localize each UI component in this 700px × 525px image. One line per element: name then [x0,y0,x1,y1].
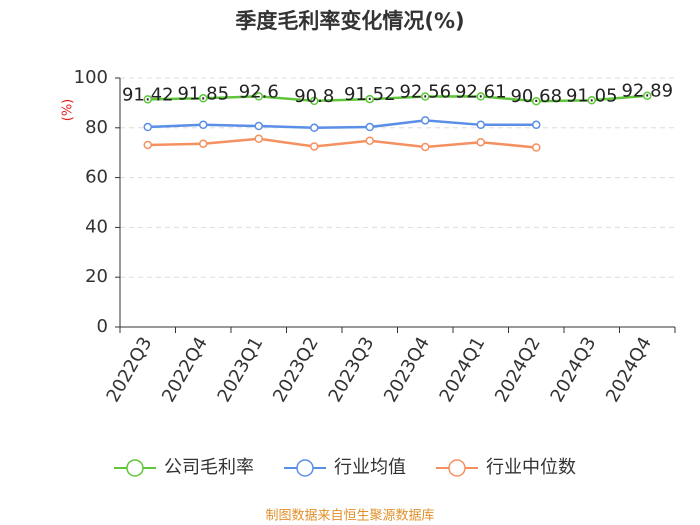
data-label: 90.68 [510,86,562,107]
data-point [365,136,374,145]
data-point [310,142,319,151]
data-label: 91.52 [344,84,396,105]
data-point [199,120,208,130]
x-tick-label: 2023Q1 [214,334,268,406]
x-tick-label: 2024Q2 [491,334,545,406]
data-label: 91.05 [566,85,618,106]
x-tick-label: 2023Q4 [380,334,434,406]
data-point [199,94,208,103]
y-tick-label: 0 [97,316,108,337]
data-label: 92.89 [621,81,673,102]
legend-marker [296,459,314,477]
legend-marker [448,459,466,477]
y-tick-label: 80 [85,117,108,138]
y-tick-label: 20 [85,266,108,287]
y-tick-label: 100 [74,67,108,88]
x-tick-label: 2022Q3 [103,334,157,406]
data-point [421,92,430,101]
data-point [643,91,652,100]
data-point [143,95,152,104]
data-point [532,96,541,106]
data-point [310,123,319,133]
legend-label: 行业均值 [334,457,406,478]
data-point [310,96,319,106]
data-point [254,92,263,101]
x-tick-label: 2023Q2 [269,334,323,406]
data-point [143,122,152,132]
data-label: 92.6 [239,81,279,102]
x-tick-label: 2024Q3 [547,334,601,406]
data-point [143,140,152,150]
data-point [254,121,263,131]
data-point [476,137,485,147]
y-axis-label: (%) [61,99,76,122]
data-point [421,142,430,152]
data-point [476,92,485,101]
legend-marker [126,459,144,477]
y-tick-label: 60 [85,167,108,188]
data-point [254,134,263,144]
data-point [476,120,485,130]
y-tick-label: 40 [85,216,108,237]
data-point [421,116,430,125]
legend-label: 行业中位数 [486,457,576,478]
x-tick-label: 2024Q4 [602,334,656,406]
data-point [365,94,374,104]
legend-label: 公司毛利率 [164,457,254,478]
x-tick-label: 2022Q4 [158,334,212,406]
data-point [199,139,208,148]
data-label: 91.85 [177,83,229,104]
source-note: 制图数据来自恒生聚源数据库 [265,508,434,524]
data-label: 92.61 [455,81,507,102]
data-point [532,143,541,152]
data-point [365,122,374,132]
data-point [587,96,596,105]
series-line [147,137,537,149]
chart-title: 季度毛利率变化情况(%) [235,9,464,33]
data-point [532,120,541,130]
data-label: 90.8 [294,86,334,107]
data-label: 91.42 [122,84,174,105]
data-label: 92.56 [399,82,451,103]
x-tick-label: 2023Q3 [325,334,379,406]
series-line [147,94,648,103]
series-line [147,119,537,130]
x-tick-label: 2024Q1 [436,334,490,406]
